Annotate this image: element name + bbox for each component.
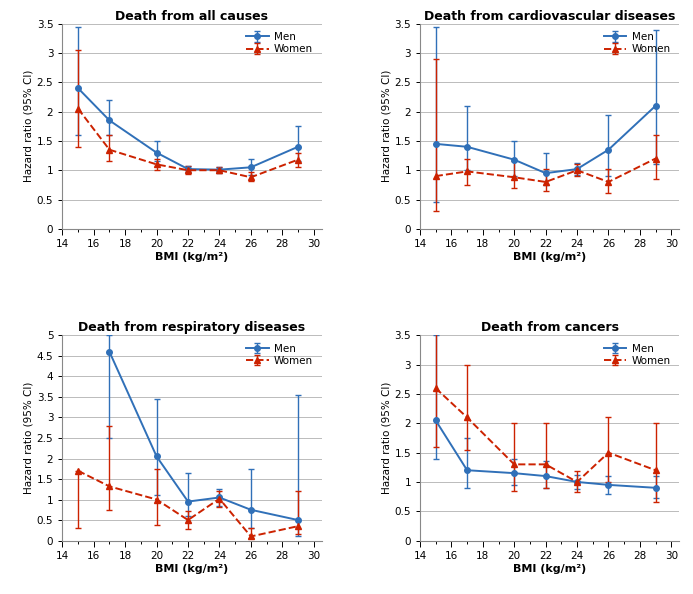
Y-axis label: Hazard ratio (95% CI): Hazard ratio (95% CI) xyxy=(382,70,392,182)
Y-axis label: Hazard ratio (95% CI): Hazard ratio (95% CI) xyxy=(24,70,34,182)
Title: Death from all causes: Death from all causes xyxy=(116,10,268,23)
Title: Death from cancers: Death from cancers xyxy=(480,321,619,334)
Title: Death from respiratory diseases: Death from respiratory diseases xyxy=(78,321,306,334)
X-axis label: BMI (kg/m²): BMI (kg/m²) xyxy=(155,252,229,262)
Legend: Men, Women: Men, Women xyxy=(600,341,674,369)
Legend: Men, Women: Men, Women xyxy=(243,341,316,369)
Y-axis label: Hazard ratio (95% CI): Hazard ratio (95% CI) xyxy=(382,382,392,494)
Y-axis label: Hazard ratio (95% CI): Hazard ratio (95% CI) xyxy=(24,382,34,494)
X-axis label: BMI (kg/m²): BMI (kg/m²) xyxy=(155,564,229,574)
Legend: Men, Women: Men, Women xyxy=(243,29,316,57)
Legend: Men, Women: Men, Women xyxy=(600,29,674,57)
X-axis label: BMI (kg/m²): BMI (kg/m²) xyxy=(513,564,586,574)
Title: Death from cardiovascular diseases: Death from cardiovascular diseases xyxy=(424,10,675,23)
X-axis label: BMI (kg/m²): BMI (kg/m²) xyxy=(513,252,586,262)
